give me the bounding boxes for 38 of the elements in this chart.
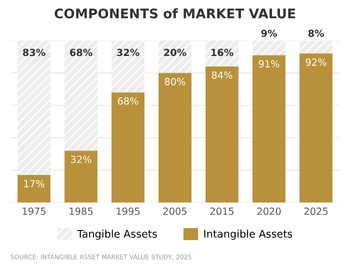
bar bbox=[18, 40, 50, 175]
bar bbox=[64, 150, 98, 202]
data-label: 8% bbox=[308, 30, 324, 37]
data-label: 92% bbox=[306, 58, 326, 66]
x-tick-label: 2025 bbox=[304, 208, 328, 215]
bar bbox=[112, 40, 144, 92]
bar bbox=[158, 40, 192, 73]
legend-label: Intangible Assets bbox=[204, 230, 292, 240]
data-label: 32% bbox=[70, 156, 92, 164]
data-label: 32% bbox=[117, 48, 140, 56]
bar bbox=[206, 40, 238, 66]
data-label: 84% bbox=[212, 71, 232, 79]
data-label: 20% bbox=[164, 48, 186, 56]
data-label: 83% bbox=[22, 48, 46, 56]
data-label: 68% bbox=[118, 97, 138, 105]
bar bbox=[158, 72, 192, 202]
data-label: 68% bbox=[70, 48, 92, 56]
data-label: 9% bbox=[261, 30, 277, 37]
x-tick-label: 2020 bbox=[257, 208, 281, 215]
data-label: 17% bbox=[24, 180, 44, 188]
chart-title: COMPONENTS of MARKET VALUE bbox=[54, 8, 296, 18]
bar bbox=[252, 55, 286, 202]
x-tick-label: 2005 bbox=[163, 208, 187, 215]
x-tick-label: 1995 bbox=[116, 208, 140, 215]
x-tick-label: 2015 bbox=[210, 208, 234, 215]
bar bbox=[300, 40, 332, 54]
legend-label: Tangible Assets bbox=[77, 230, 157, 240]
bar bbox=[300, 53, 332, 202]
bar bbox=[64, 40, 98, 151]
x-tick-label: 1985 bbox=[70, 208, 93, 215]
bar bbox=[206, 66, 238, 202]
x-tick-label: 1975 bbox=[22, 208, 46, 215]
bar bbox=[18, 174, 50, 202]
data-label: 16% bbox=[211, 48, 234, 56]
data-label: 80% bbox=[164, 78, 186, 86]
bar bbox=[112, 92, 144, 202]
data-label: 91% bbox=[258, 60, 280, 68]
bar bbox=[252, 40, 286, 56]
